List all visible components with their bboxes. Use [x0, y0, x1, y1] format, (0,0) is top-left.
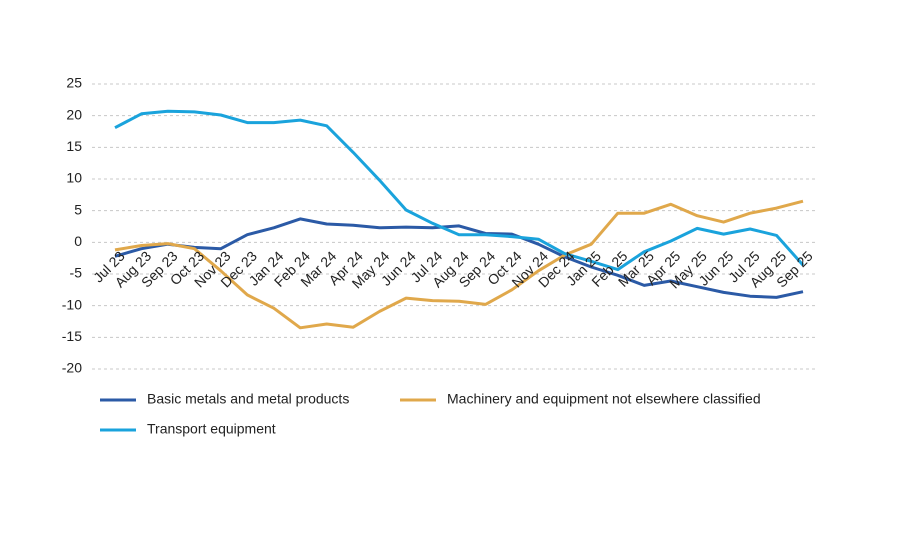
y-tick-label: 5 [74, 201, 82, 217]
y-tick-label: -10 [62, 296, 82, 312]
y-tick-label: -20 [62, 360, 82, 376]
legend-label: Transport equipment [147, 421, 276, 437]
y-tick-label: 10 [66, 170, 82, 186]
series-line [114, 199, 804, 330]
y-tick-label: 0 [74, 233, 82, 249]
y-tick-label: 20 [66, 106, 82, 122]
series-line [114, 109, 805, 272]
y-tick-label: 15 [66, 138, 82, 154]
y-tick-label: -5 [70, 265, 83, 281]
legend-label: Basic metals and metal products [147, 391, 349, 407]
legend-label: Machinery and equipment not elsewhere cl… [447, 391, 761, 407]
y-tick-label: -15 [62, 328, 82, 344]
y-tick-label: 25 [66, 75, 82, 91]
series-line [114, 217, 804, 299]
